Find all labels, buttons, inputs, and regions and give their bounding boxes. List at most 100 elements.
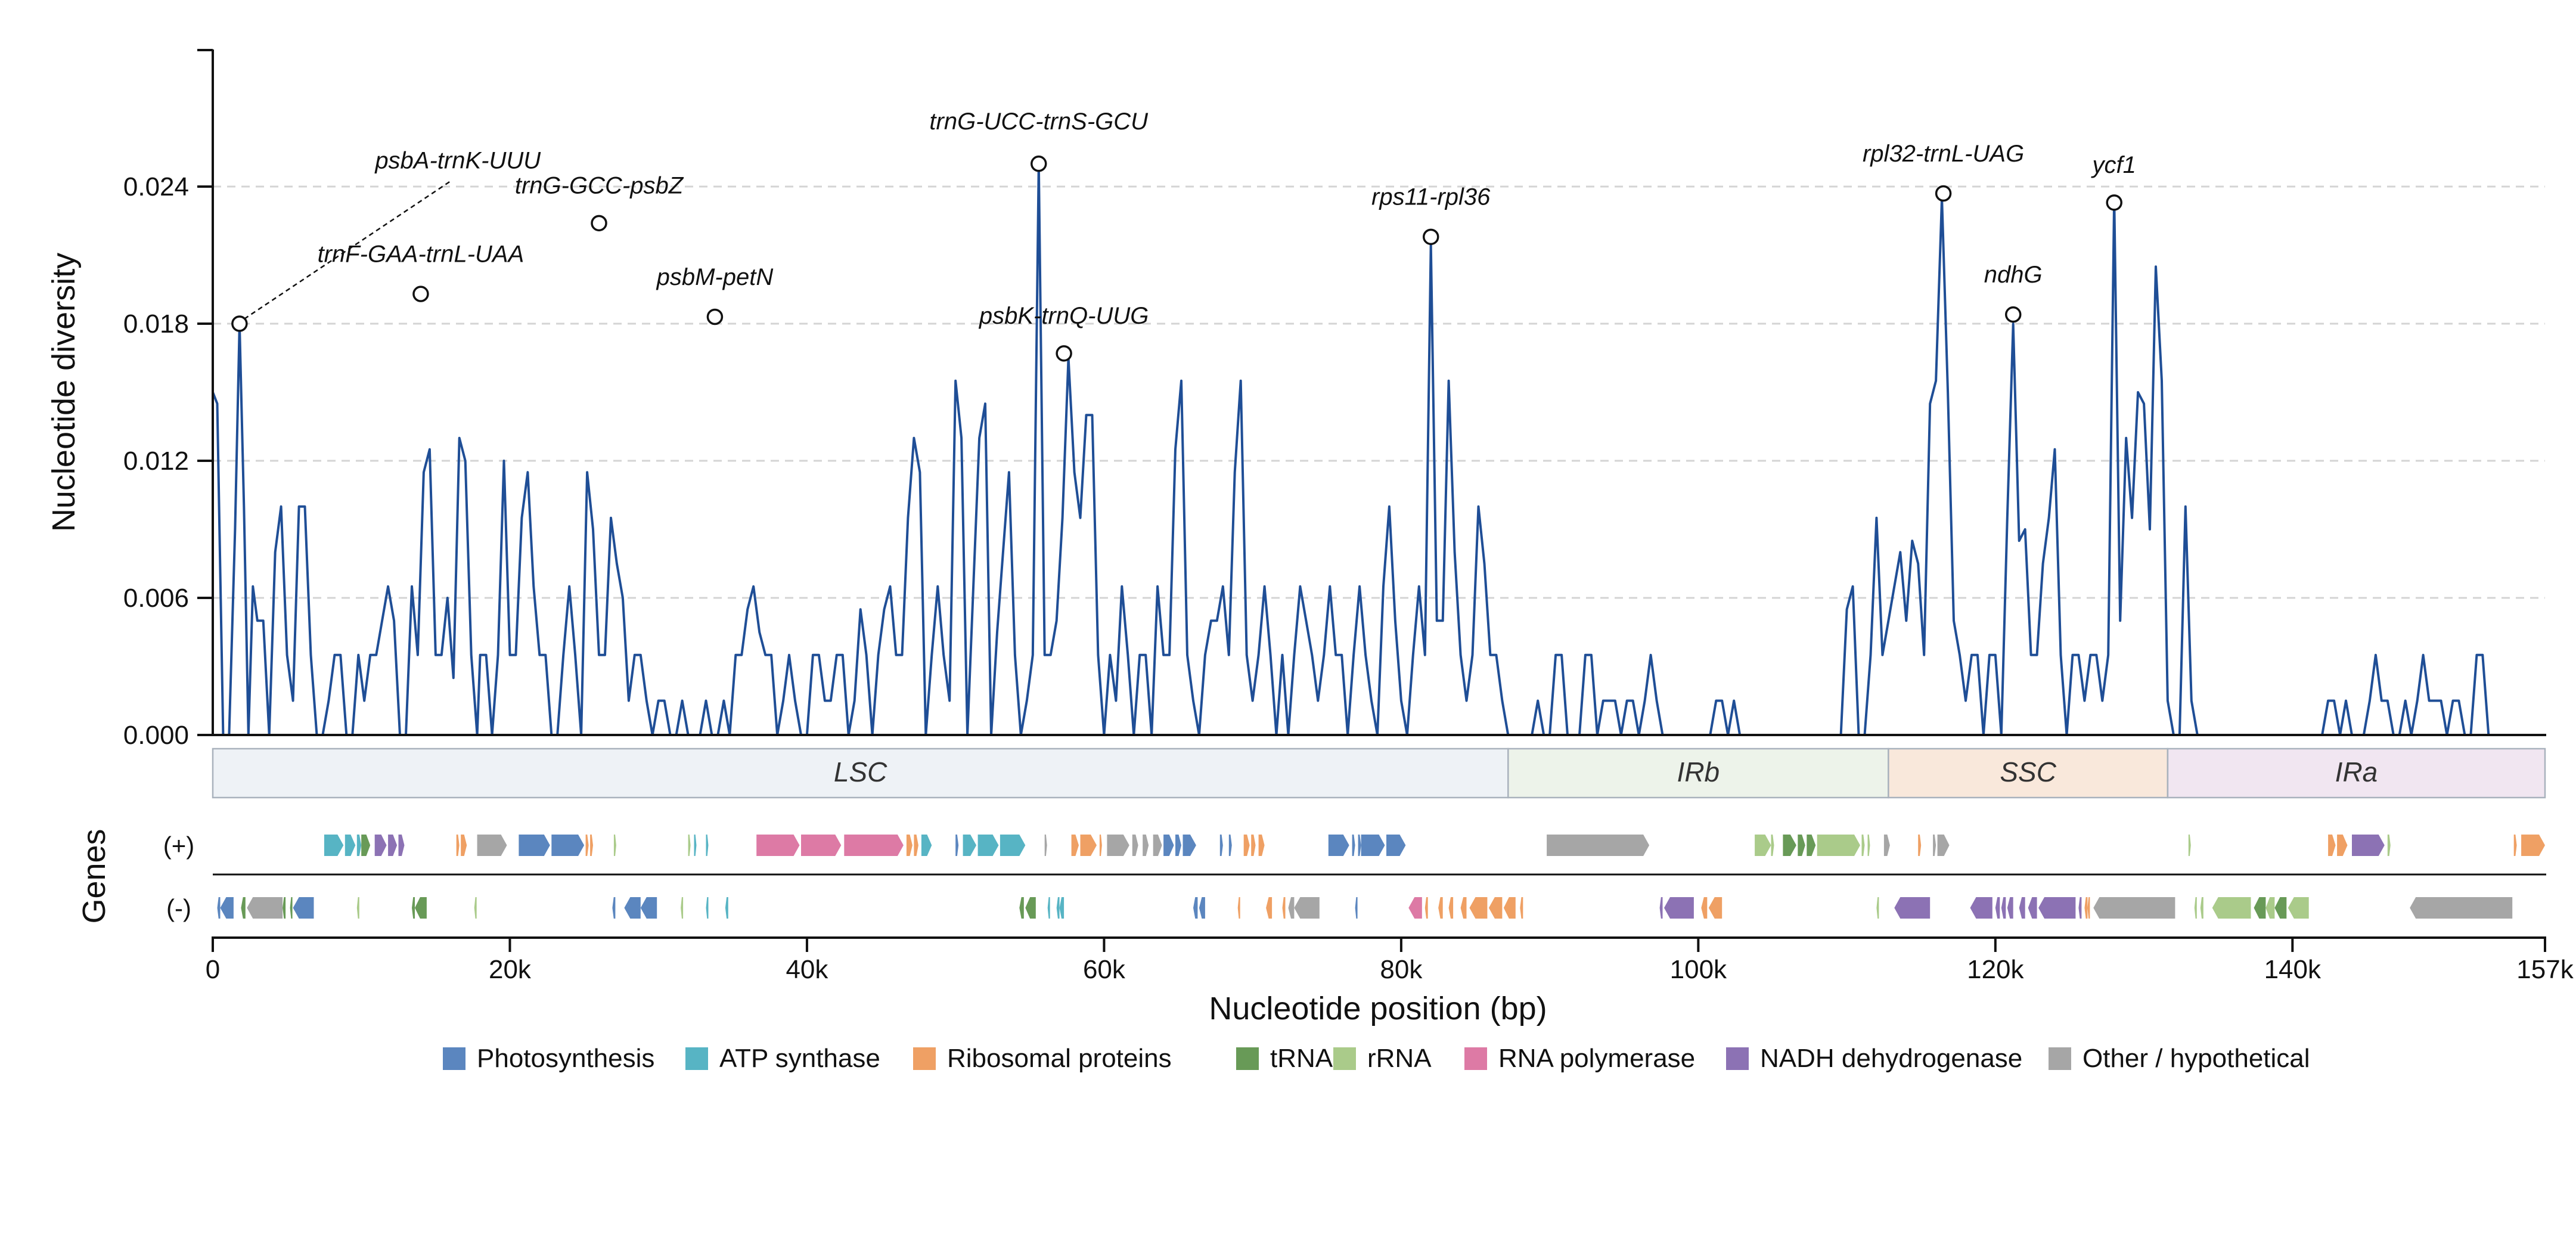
gene-arrow: [283, 897, 286, 919]
gene-arrow: [1520, 897, 1523, 919]
gene-arrow: [2093, 897, 2175, 919]
y-tick-label: 0.018: [123, 309, 189, 339]
gene-arrow: [1080, 835, 1097, 856]
gene-arrow: [1408, 897, 1422, 919]
y-tick-label: 0.000: [123, 721, 189, 750]
gene-arrow: [801, 835, 842, 856]
gene-arrow: [906, 835, 913, 856]
gene-arrow: [519, 835, 550, 856]
peak-label: ndhG: [1984, 262, 2043, 288]
gene-arrow: [1228, 835, 1232, 856]
gene-arrow: [474, 897, 477, 919]
x-tick-label: 80k: [1380, 955, 1423, 984]
gene-arrow: [1933, 835, 1936, 856]
gene-arrow: [2007, 897, 2013, 919]
gene-arrow: [2084, 897, 2088, 919]
gene-arrow: [2019, 897, 2025, 919]
gene-arrow: [1995, 897, 2000, 919]
peak-label: trnG-GCC-psbZ: [515, 173, 684, 199]
peak-marker: [412, 286, 429, 302]
gene-arrow: [1019, 897, 1024, 919]
gene-arrow: [2200, 897, 2203, 919]
gene-arrow: [640, 897, 657, 919]
gene-arrow: [706, 835, 709, 856]
gene-arrow: [551, 835, 585, 856]
gene-arrow: [1099, 835, 1102, 856]
gene-arrow: [1056, 897, 1060, 919]
region-lsc: [212, 748, 1509, 799]
strand-labels: (+) (-): [163, 832, 195, 922]
gene-arrow: [1355, 897, 1358, 919]
diversity-line-layer: [212, 162, 2490, 736]
y-ticks: 0.000 0.006 0.012 0.018 0.024: [123, 172, 213, 750]
gene-arrow: [1448, 897, 1454, 919]
gene-arrow: [1288, 897, 1295, 919]
gene-arrow: [2274, 897, 2287, 919]
region-ira: [2167, 748, 2546, 799]
gene-arrow: [1701, 897, 1708, 919]
x-axis-title: Nucleotide position (bp): [1209, 991, 1547, 1026]
gene-arrow: [1047, 897, 1050, 919]
legend-label: NADH dehydrogenase: [1760, 1044, 2022, 1073]
strand-label-plus: (+): [163, 832, 195, 860]
y-tick-label: 0.006: [123, 584, 189, 613]
x-tick-label: 0: [206, 955, 220, 984]
x-tick-label: 140k: [2264, 955, 2321, 984]
peak-marker: [231, 315, 248, 332]
peak-marker: [2004, 306, 2022, 323]
y-gridlines: [213, 185, 2545, 599]
gene-arrow: [415, 897, 427, 919]
gene-arrow: [2087, 897, 2090, 919]
gene-arrow: [1547, 835, 1650, 856]
peak-marker: [1935, 185, 1952, 202]
gene-arrow: [1861, 835, 1865, 856]
gene-arrow: [374, 835, 387, 856]
gene-arrow: [2212, 897, 2251, 919]
legend-label: Ribosomal proteins: [947, 1044, 1172, 1073]
gene-arrow: [921, 835, 932, 856]
gene-arrow: [844, 835, 904, 856]
legend-label: ATP synthase: [719, 1044, 880, 1073]
y-tick-label: 0.024: [123, 172, 189, 201]
legend-label: tRNA: [1270, 1044, 1333, 1073]
gene-arrow: [1783, 835, 1796, 856]
gene-arrow: [977, 835, 999, 856]
gene-arrow: [412, 897, 415, 919]
region-label: SSC: [2000, 756, 2056, 787]
peak-marker: [2106, 194, 2122, 211]
gene-arrow: [2188, 835, 2191, 856]
gene-arrow: [1153, 835, 1162, 856]
gene-arrow: [2078, 897, 2082, 919]
peak-label: psbM-petN: [656, 264, 774, 290]
gene-arrow: [2337, 835, 2348, 856]
x-tick-label: 60k: [1083, 955, 1126, 984]
gene-arrow: [1163, 835, 1174, 856]
gene-arrow: [217, 897, 221, 919]
gene-arrow: [1266, 897, 1273, 919]
legend-swatch: [1333, 1047, 1356, 1070]
gene-arrow: [1817, 835, 1860, 856]
region-irb: [1507, 748, 1889, 799]
genome-regions: LSC IRb SSC IRa: [212, 748, 2546, 799]
gene-arrow: [1424, 897, 1428, 919]
gene-arrow: [1488, 897, 1503, 919]
peak-marker: [1056, 345, 1072, 362]
gene-arrow: [344, 835, 356, 856]
gene-arrow: [1386, 835, 1406, 856]
gene-arrow: [1025, 897, 1036, 919]
gene-arrow: [2001, 897, 2006, 919]
gene-arrow: [2288, 897, 2309, 919]
legend-label: Photosynthesis: [477, 1044, 654, 1073]
gene-arrow: [612, 897, 616, 919]
gene-arrow: [955, 835, 959, 856]
gene-arrow: [1798, 835, 1805, 856]
gene-arrow: [613, 835, 616, 856]
gene-arrow: [1659, 897, 1663, 919]
gene-arrow: [290, 897, 293, 919]
peak-label: ycf1: [2091, 152, 2136, 178]
gene-arrow: [688, 835, 691, 856]
gene-arrow: [241, 897, 246, 919]
gene-arrow: [1132, 835, 1138, 856]
gene-arrow: [1000, 835, 1026, 856]
x-tick-label: 100k: [1670, 955, 1727, 984]
